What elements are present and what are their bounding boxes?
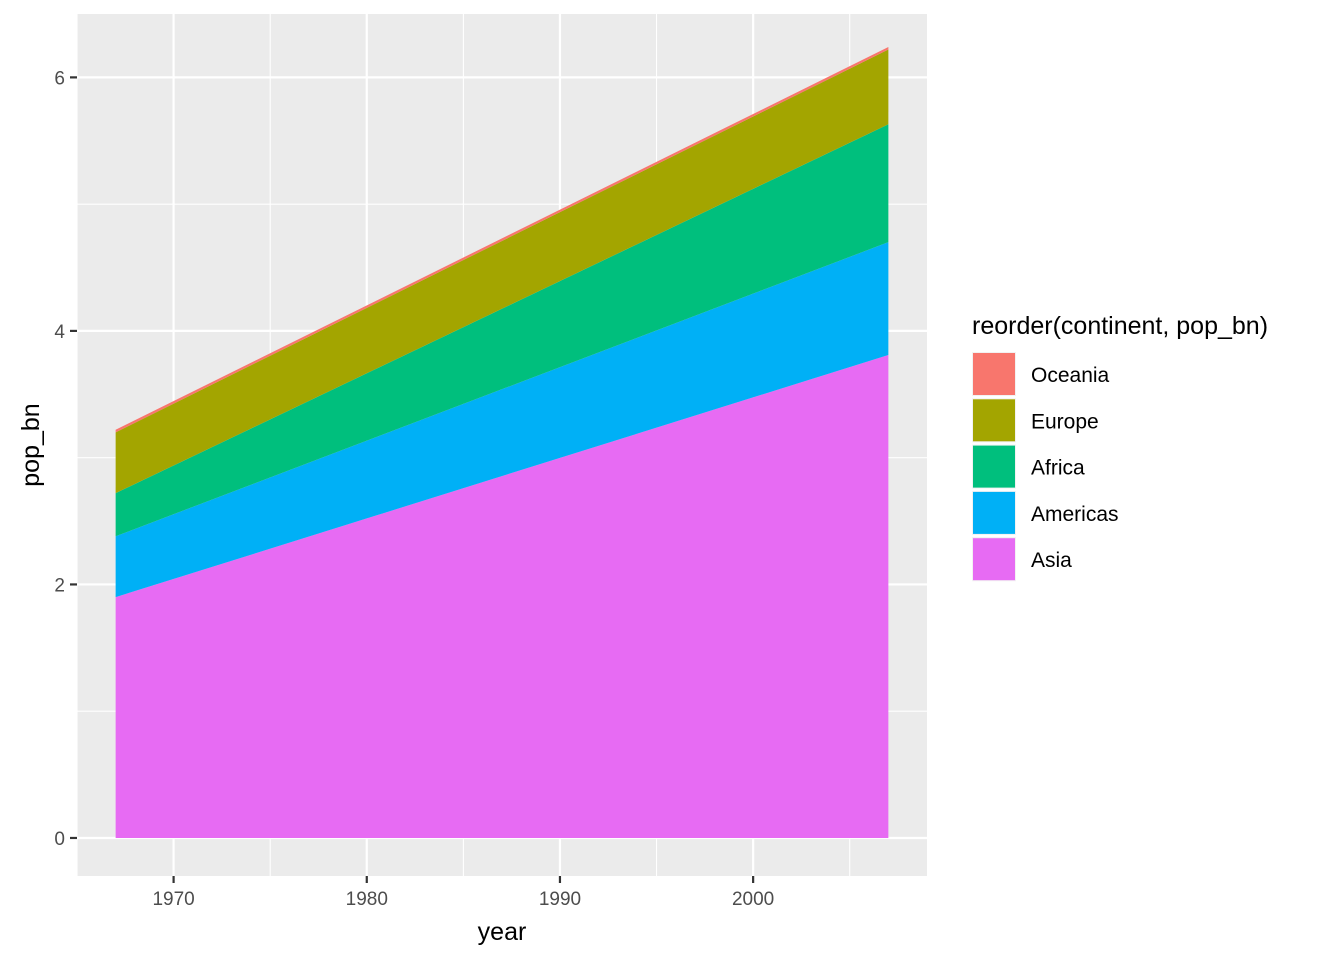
area-africa xyxy=(115,124,889,537)
area-americas xyxy=(115,242,889,598)
area-oceania xyxy=(115,46,889,433)
x-tick-label: 1990 xyxy=(539,889,581,910)
y-tick-label: 0 xyxy=(54,829,65,850)
legend-label-americas: Americas xyxy=(1031,503,1119,526)
x-tick-label: 2000 xyxy=(732,889,774,910)
y-tick-label: 6 xyxy=(54,68,65,89)
area-layers xyxy=(115,46,889,838)
legend-swatch-oceania xyxy=(973,353,1015,395)
legend-swatch-americas xyxy=(973,491,1015,534)
legend-swatch-africa xyxy=(973,445,1015,488)
legend-label-asia: Asia xyxy=(1031,549,1072,572)
y-axis-title: pop_bn xyxy=(17,403,45,486)
x-axis-title: year xyxy=(478,918,527,946)
legend: Oceania Europe Africa Americas Asia xyxy=(972,352,1119,582)
area-asia xyxy=(115,354,889,838)
x-tick-label: 1980 xyxy=(346,889,388,910)
legend-swatch-europe xyxy=(973,399,1015,442)
y-tick-label: 4 xyxy=(54,322,65,343)
legend-title: reorder(continent, pop_bn) xyxy=(972,312,1268,340)
area-europe xyxy=(115,49,889,494)
legend-label-europe: Europe xyxy=(1031,410,1099,433)
y-tick-label: 2 xyxy=(54,575,65,596)
y-axis: 0 2 4 6 xyxy=(54,68,77,850)
x-tick-label: 1970 xyxy=(152,889,194,910)
legend-label-oceania: Oceania xyxy=(1031,364,1110,387)
legend-label-africa: Africa xyxy=(1031,457,1085,480)
legend-swatch-asia xyxy=(973,538,1015,581)
x-axis: 1970 1980 1990 2000 xyxy=(152,876,774,910)
